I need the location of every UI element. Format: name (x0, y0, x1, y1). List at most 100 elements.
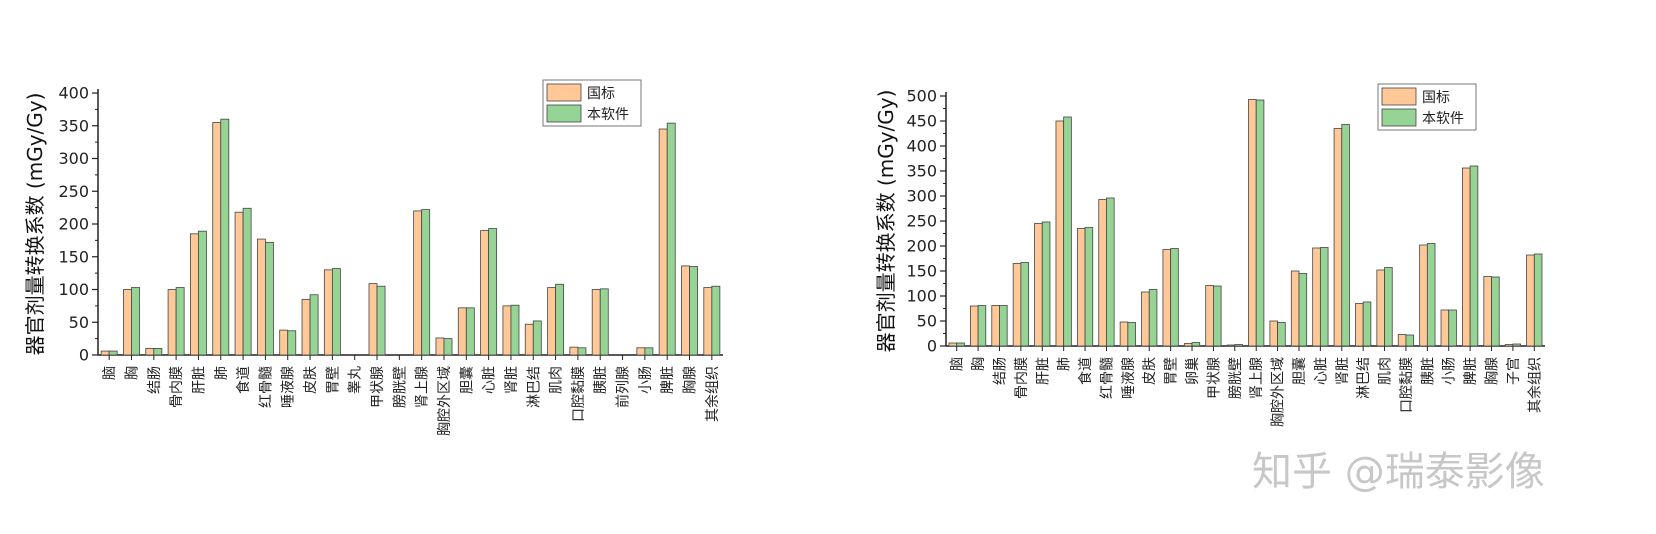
bar-software (1020, 262, 1029, 347)
y-tick-label: 350 (58, 116, 89, 135)
bar-software (1448, 309, 1457, 347)
bar-software (108, 350, 118, 356)
category-label: 红骨髓 (258, 366, 274, 408)
bar-guobiao (1312, 247, 1321, 347)
bar-guobiao (167, 289, 177, 356)
bar-software (488, 228, 498, 356)
bar-software (465, 307, 475, 356)
category-label: 脑 (102, 366, 118, 380)
bar-guobiao (1076, 228, 1086, 347)
bar-guobiao (1269, 320, 1278, 347)
chart-right: 0 50 100 150 200 250 300 350 400 450 500 器官剂量转换系数 (… (874, 83, 1545, 427)
bar-guobiao (547, 287, 556, 356)
y-axis-label: 器官剂量转换系数 (mGy/Gy) (23, 93, 47, 356)
y-tick-label: 400 (906, 137, 937, 156)
bar-guobiao (368, 283, 378, 356)
y-axis-label: 器官剂量转换系数 (mGy/Gy) (874, 90, 898, 353)
category-label: 胸腔外区域 (437, 366, 453, 436)
category-label: 胰脏 (1420, 357, 1436, 385)
y-tick-label: 300 (58, 149, 89, 168)
bar-guobiao (1012, 263, 1022, 347)
bar-software (1512, 343, 1522, 347)
y-tick-label: 150 (906, 262, 937, 281)
legend-swatch-software (546, 104, 582, 123)
bar-software (421, 209, 431, 356)
bar-software (131, 287, 140, 356)
category-label: 肌肉 (549, 366, 565, 394)
bar-software (1041, 221, 1051, 347)
bar-guobiao (190, 233, 199, 356)
bar-guobiao (1355, 303, 1364, 347)
legend-swatch-software (1381, 108, 1417, 127)
bar-guobiao (1205, 285, 1214, 347)
bar-guobiao (480, 230, 490, 356)
category-label: 胆囊 (1291, 357, 1308, 385)
bar-software (242, 207, 252, 356)
category-label: 小肠 (1442, 357, 1458, 385)
category-label: 肌肉 (1378, 357, 1394, 385)
bar-guobiao (234, 211, 244, 356)
bar-guobiao (1440, 309, 1450, 347)
bar-guobiao (1376, 269, 1385, 347)
bar-guobiao (1098, 199, 1107, 347)
bar-guobiao (1504, 344, 1514, 347)
bar-software (1148, 289, 1158, 347)
bar-guobiao (1055, 120, 1065, 347)
category-label: 皮肤 (303, 366, 319, 394)
category-label: 子宫 (1506, 357, 1522, 385)
category-label: 皮肤 (1142, 357, 1158, 385)
bar-software (1405, 334, 1415, 347)
bar-software (1533, 253, 1543, 347)
category-label: 肺 (1057, 357, 1073, 371)
bar-software (1384, 267, 1393, 347)
category-label: 结肠 (992, 357, 1008, 385)
bar-software (265, 241, 274, 356)
bar-guobiao (1290, 270, 1300, 347)
y-tick-label: 400 (58, 84, 89, 103)
category-label: 结肠 (147, 366, 163, 394)
bar-software (309, 294, 319, 356)
category-label: 其余组织 (704, 366, 721, 422)
bar-guobiao (991, 305, 1000, 347)
legend-swatch-guobiao (546, 83, 582, 102)
bar-guobiao (636, 347, 646, 356)
bar-software (376, 285, 386, 356)
bar-software (1170, 248, 1179, 347)
bar-software (1362, 301, 1372, 347)
bar-guobiao (524, 323, 534, 356)
category-label: 卵巢 (1185, 357, 1201, 385)
category-label: 肾上腺 (1249, 357, 1265, 399)
category-label: 胆囊 (458, 366, 475, 394)
bar-guobiao (435, 337, 445, 356)
category-label: 口腔黏膜 (571, 366, 587, 422)
category-label: 睾丸 (348, 366, 364, 394)
watermark: 知乎 @瑞泰影像 (1252, 449, 1545, 495)
bar-guobiao (502, 305, 512, 356)
bar-guobiao (256, 238, 266, 356)
bar-guobiao (658, 128, 668, 356)
y-tick-label: 50 (69, 313, 89, 332)
bar-software (287, 330, 297, 356)
bar-guobiao (1462, 167, 1471, 347)
category-label: 肝脏 (1035, 357, 1051, 385)
bar-software (1255, 99, 1265, 347)
bar-guobiao (1034, 223, 1043, 347)
y-tick-label: 200 (58, 215, 89, 234)
category-label: 唾液腺 (281, 366, 297, 408)
bar-guobiao (1397, 334, 1407, 347)
bar-guobiao (703, 287, 713, 356)
category-label: 口腔黏膜 (1399, 357, 1415, 413)
bar-guobiao (969, 305, 979, 347)
bar-software (1191, 342, 1201, 347)
category-label: 食道 (235, 366, 252, 394)
bar-software (599, 288, 609, 356)
legend-label: 本软件 (1422, 111, 1464, 127)
category-label: 甲状腺 (370, 366, 386, 408)
category-label: 胸 (971, 357, 987, 371)
bar-software (999, 305, 1008, 347)
bar-software (198, 230, 207, 356)
category-label: 前列腺 (615, 366, 632, 408)
bar-guobiao (323, 269, 333, 356)
bar-guobiao (948, 342, 958, 347)
category-label: 唾液腺 (1121, 357, 1137, 399)
